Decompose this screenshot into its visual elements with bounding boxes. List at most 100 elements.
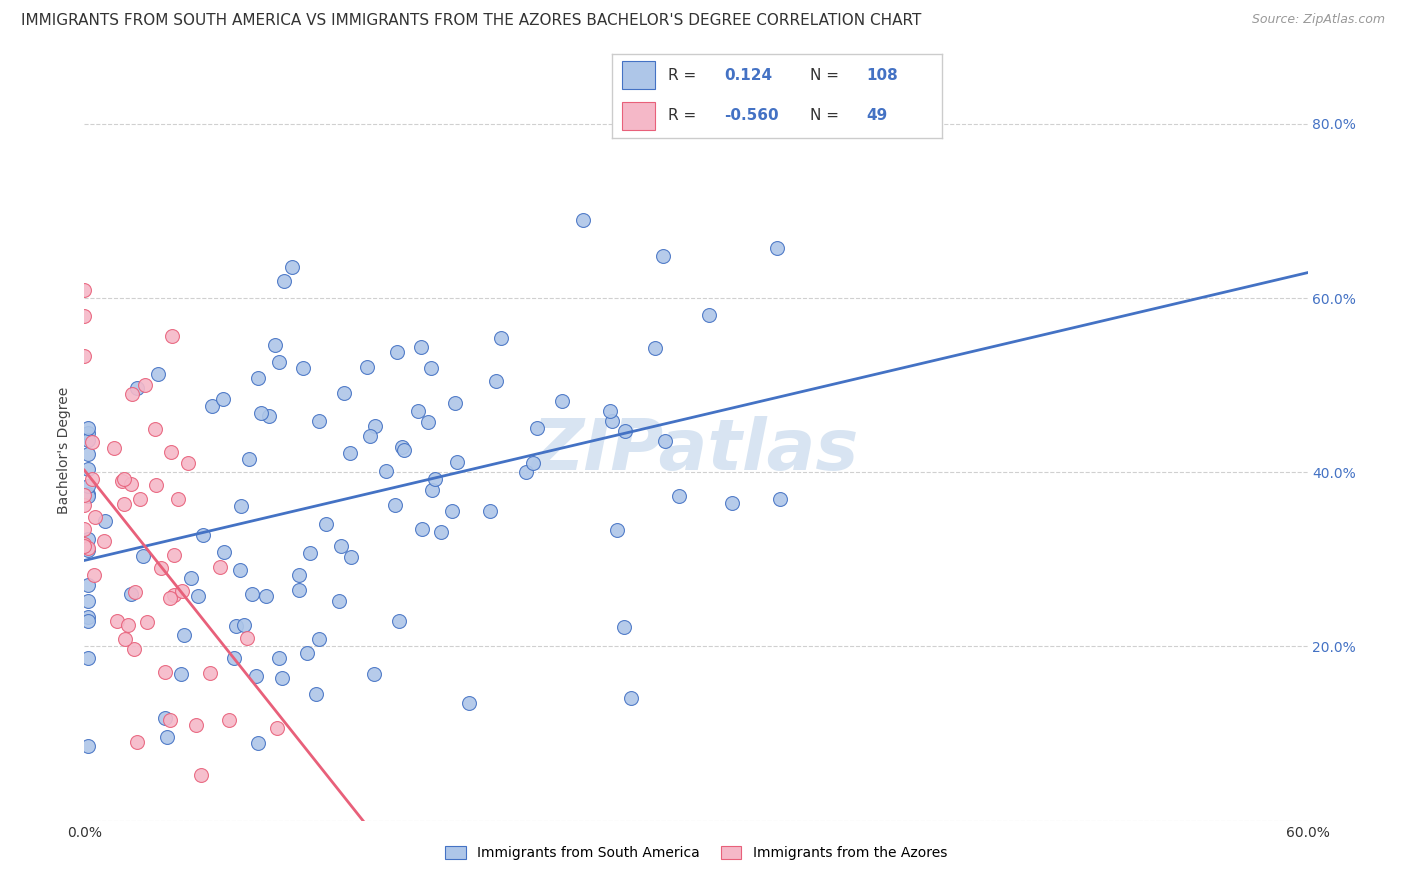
Point xyxy=(143,422,166,436)
Point xyxy=(201,399,224,413)
Point xyxy=(515,465,537,479)
Point xyxy=(211,392,233,406)
Point xyxy=(112,497,135,511)
Point xyxy=(375,464,398,478)
Point xyxy=(155,665,177,679)
Point xyxy=(159,713,181,727)
Point xyxy=(77,421,100,435)
Point xyxy=(131,549,153,564)
Point xyxy=(614,424,637,438)
Point xyxy=(240,587,263,601)
Point xyxy=(77,532,100,546)
Point xyxy=(93,533,115,548)
Point xyxy=(77,593,100,607)
Point xyxy=(599,403,621,417)
Point xyxy=(225,619,247,633)
Point xyxy=(308,632,330,646)
Text: -0.560: -0.560 xyxy=(724,108,779,123)
Point xyxy=(112,472,135,486)
Point xyxy=(287,582,309,597)
Point xyxy=(288,568,311,582)
Point xyxy=(124,585,146,599)
Point xyxy=(212,545,235,559)
Point xyxy=(308,414,330,428)
Point xyxy=(273,274,295,288)
Point xyxy=(170,667,193,681)
Point xyxy=(73,283,96,297)
Point xyxy=(159,591,181,605)
Point xyxy=(229,500,252,514)
Point xyxy=(93,515,115,529)
Point xyxy=(479,504,502,518)
Point xyxy=(339,446,361,460)
Point xyxy=(292,361,315,376)
Point xyxy=(485,374,508,388)
Point xyxy=(136,615,159,629)
Point xyxy=(83,567,105,582)
Point xyxy=(236,631,259,645)
Point xyxy=(187,589,209,603)
Point xyxy=(271,671,294,685)
Point xyxy=(551,394,574,409)
Point xyxy=(572,213,595,227)
Point xyxy=(166,491,188,506)
Point xyxy=(145,478,167,492)
Point xyxy=(177,456,200,470)
Point xyxy=(173,628,195,642)
Point xyxy=(222,650,245,665)
Point xyxy=(430,525,453,540)
Point xyxy=(184,718,207,732)
Point xyxy=(209,559,232,574)
Point xyxy=(114,632,136,646)
Point xyxy=(419,360,441,375)
Point xyxy=(73,488,96,502)
Point xyxy=(191,527,214,541)
Text: Source: ZipAtlas.com: Source: ZipAtlas.com xyxy=(1251,13,1385,27)
Point xyxy=(111,475,134,489)
Point xyxy=(359,429,381,443)
Point xyxy=(420,483,443,498)
Point xyxy=(134,378,156,392)
Point xyxy=(76,541,98,555)
Text: ZIPatlas: ZIPatlas xyxy=(533,416,859,485)
Point xyxy=(652,249,675,263)
Point xyxy=(121,386,143,401)
Point xyxy=(120,587,142,601)
Point xyxy=(269,651,291,665)
Point xyxy=(305,687,328,701)
Point xyxy=(298,546,321,560)
Point xyxy=(77,433,100,447)
Point xyxy=(297,646,319,660)
Point xyxy=(125,735,148,749)
Point xyxy=(77,739,100,753)
Point xyxy=(218,714,240,728)
Point xyxy=(73,498,96,512)
Point xyxy=(229,563,252,577)
Point xyxy=(766,241,789,255)
Point xyxy=(721,496,744,510)
FancyBboxPatch shape xyxy=(621,62,655,89)
Point xyxy=(160,444,183,458)
Point xyxy=(406,403,429,417)
Point xyxy=(77,425,100,440)
Point xyxy=(238,451,260,466)
Point xyxy=(73,522,96,536)
Y-axis label: Bachelor's Degree: Bachelor's Degree xyxy=(58,387,72,514)
Point xyxy=(333,386,356,401)
Point xyxy=(77,578,100,592)
Point xyxy=(127,381,149,395)
Point xyxy=(246,735,269,749)
Point xyxy=(411,522,433,536)
Point xyxy=(315,516,337,531)
Point xyxy=(163,548,186,562)
Point xyxy=(122,641,145,656)
Point xyxy=(200,665,222,680)
Point xyxy=(77,609,100,624)
Point xyxy=(264,338,287,352)
Point xyxy=(356,360,378,375)
Point xyxy=(83,509,105,524)
Point xyxy=(606,523,628,537)
Point xyxy=(416,415,439,429)
Point xyxy=(103,441,125,455)
Point xyxy=(117,618,139,632)
